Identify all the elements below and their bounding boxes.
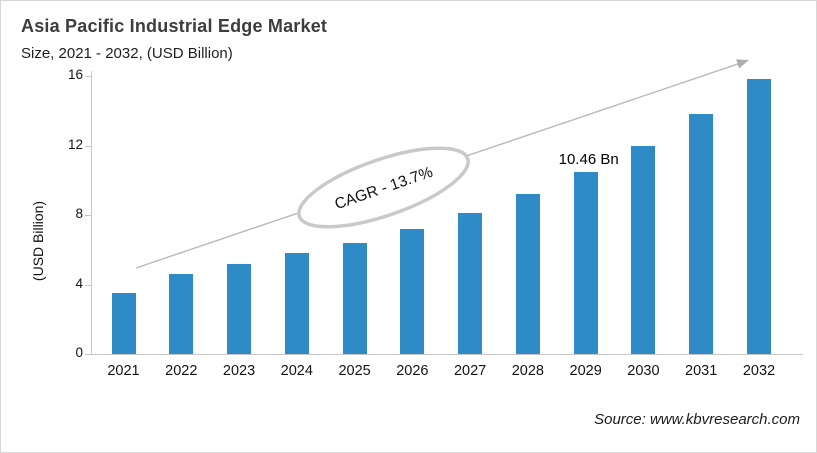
- x-tick-label-2031: 2031: [685, 363, 718, 379]
- y-tick-mark-8: [85, 215, 91, 216]
- x-tick-label-2028: 2028: [511, 363, 544, 379]
- bar-2026: [400, 228, 425, 354]
- bar-2031: [689, 114, 714, 354]
- y-tick-mark-16: [85, 76, 91, 77]
- y-tick-mark-12: [85, 145, 91, 147]
- chart-title: Asia Pacific Industrial Edge Market: [21, 16, 328, 36]
- x-tick-label-2026: 2026: [396, 363, 429, 379]
- y-tick-mark-0: [85, 354, 91, 355]
- bar-2030: [631, 145, 656, 354]
- source-credit: Source: www.kbvresearch.com: [594, 411, 800, 428]
- y-axis-line: [91, 71, 92, 354]
- y-tick-label-12: 12: [67, 136, 83, 152]
- x-tick-label-2021: 2021: [107, 363, 140, 379]
- bar-2027: [458, 213, 483, 354]
- x-tick-label-2030: 2030: [627, 363, 660, 379]
- y-tick-label-4: 4: [75, 275, 83, 291]
- x-axis-line: [91, 354, 803, 355]
- bar-2025: [342, 242, 367, 354]
- chart-subtitle: Size, 2021 - 2032, (USD Billion): [21, 45, 233, 62]
- x-tick-label-2023: 2023: [222, 363, 256, 379]
- bar-2024: [284, 253, 309, 354]
- x-tick-label-2032: 2032: [742, 363, 776, 379]
- bar-2023: [227, 263, 252, 354]
- x-tick-label-2022: 2022: [165, 363, 198, 379]
- x-tick-label-2025: 2025: [338, 363, 371, 379]
- bar-2029: [573, 172, 598, 354]
- bar-2028: [515, 194, 540, 354]
- y-tick-mark-4: [85, 284, 91, 286]
- x-tick-label-2024: 2024: [280, 363, 313, 379]
- x-tick-label-2027: 2027: [453, 363, 487, 379]
- point-label: 10.46 Bn: [558, 151, 619, 169]
- y-tick-label-0: 0: [75, 345, 83, 360]
- bar-2032: [746, 79, 771, 354]
- x-tick-label-2029: 2029: [569, 363, 602, 379]
- y-tick-label-16: 16: [67, 67, 83, 82]
- bar-2021: [111, 293, 136, 354]
- bar-2022: [169, 274, 194, 354]
- y-tick-label-8: 8: [75, 206, 83, 221]
